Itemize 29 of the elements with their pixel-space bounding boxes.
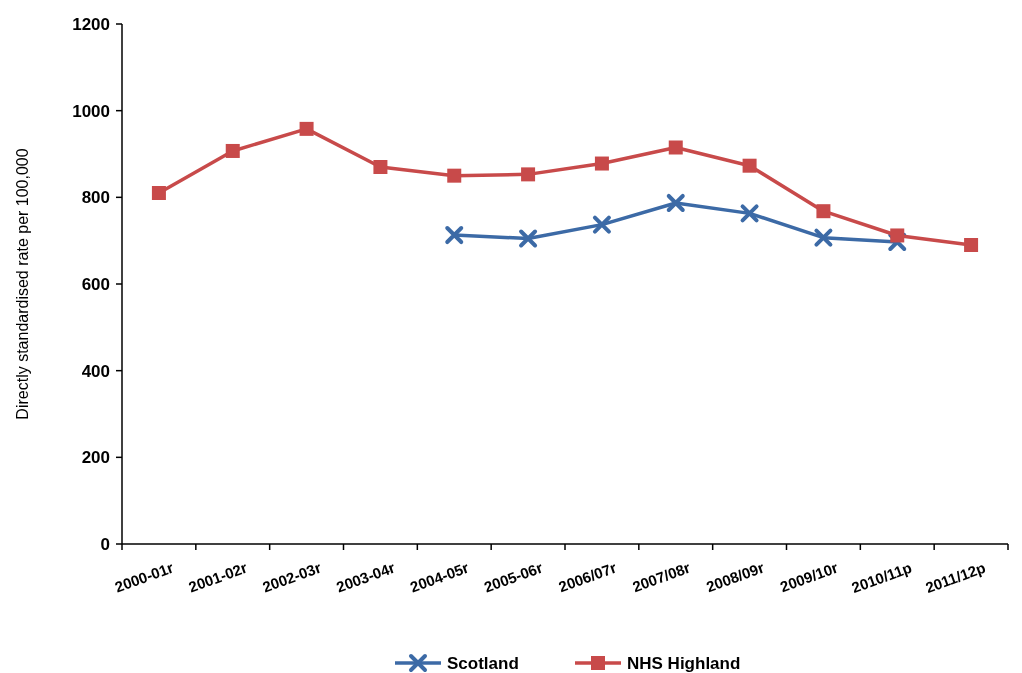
legend-label: NHS Highland <box>627 653 741 673</box>
point <box>890 228 905 243</box>
point <box>592 215 611 234</box>
point <box>888 232 907 251</box>
point <box>814 228 833 247</box>
y-tick-label: 800 <box>81 188 110 208</box>
y-tick-label: 0 <box>100 534 110 554</box>
y-tick-label: 600 <box>81 274 110 294</box>
point <box>445 226 464 245</box>
point <box>742 158 757 173</box>
y-tick-label: 1200 <box>72 14 110 34</box>
legend-label: Scotland <box>447 653 519 673</box>
point <box>225 143 240 158</box>
point <box>447 168 462 183</box>
point <box>519 229 538 248</box>
y-tick-label: 1000 <box>72 101 110 121</box>
point <box>666 193 685 212</box>
point <box>964 238 979 252</box>
point <box>668 140 683 155</box>
y-tick-label: 200 <box>81 448 110 468</box>
point <box>299 121 314 136</box>
point <box>373 160 388 174</box>
point <box>151 186 166 200</box>
y-axis-title: Directly standardised rate per 100,000 <box>14 148 31 420</box>
point <box>521 167 536 182</box>
point <box>816 204 831 219</box>
y-tick-label: 400 <box>81 361 110 381</box>
point <box>594 156 609 171</box>
point <box>740 204 759 223</box>
